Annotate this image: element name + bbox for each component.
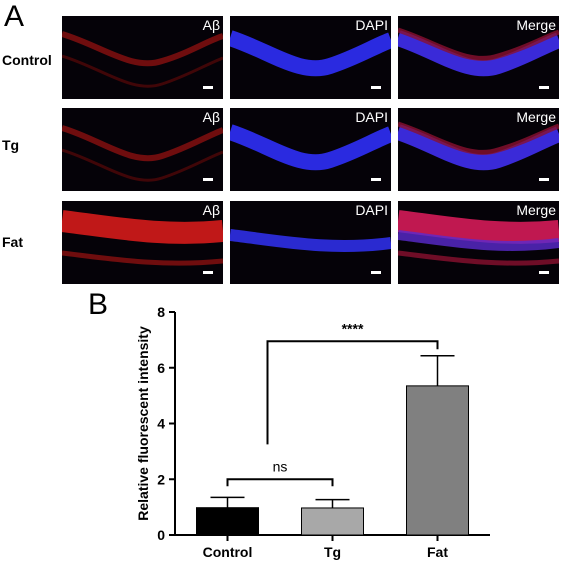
micrograph-tg-merge: Merge	[398, 108, 559, 191]
panel-b-letter: B	[88, 288, 109, 321]
y-tick-label: 0	[157, 527, 165, 543]
micrograph-control-merge: Merge	[398, 16, 559, 99]
y-tick-label: 6	[157, 360, 165, 376]
channel-label-dapi: DAPI	[355, 202, 388, 218]
channel-label-merge: Merge	[516, 202, 556, 218]
channel-label-merge: Merge	[516, 109, 556, 125]
channel-label-abeta: Aβ	[202, 109, 220, 125]
x-tick-label: Tg	[324, 544, 341, 560]
channel-label-dapi: DAPI	[355, 109, 388, 125]
bar-tg	[301, 507, 364, 536]
row-label-tg: Tg	[2, 137, 20, 153]
micrograph-fat-merge: Merge	[398, 201, 559, 284]
channel-label-merge: Merge	[516, 17, 556, 33]
x-tick-label: Fat	[427, 544, 448, 560]
y-axis-label: Relative fluorescent intensity	[135, 326, 151, 521]
micrograph-tg-abeta: Aβ	[62, 108, 223, 191]
y-tick-label: 4	[157, 416, 165, 432]
bar-fat	[406, 385, 469, 536]
scale-bar	[371, 178, 381, 181]
channel-label-dapi: DAPI	[355, 17, 388, 33]
row-label-fat: Fat	[2, 234, 23, 250]
bar-control	[196, 507, 259, 536]
channel-label-abeta: Aβ	[202, 202, 220, 218]
y-tick-label: 2	[157, 471, 165, 487]
significance-label-fat: ****	[342, 320, 364, 336]
scale-bar	[203, 178, 213, 181]
scale-bar	[539, 271, 549, 274]
scale-bar	[371, 86, 381, 89]
panel-a-letter: A	[4, 0, 25, 33]
scale-bar	[203, 86, 213, 89]
scale-bar	[539, 86, 549, 89]
significance-bracket-ns	[226, 478, 334, 487]
micrograph-fat-dapi: DAPI	[230, 201, 391, 284]
row-label-control: Control	[2, 52, 52, 68]
micrograph-tg-dapi: DAPI	[230, 108, 391, 191]
scale-bar	[203, 271, 213, 274]
micrograph-control-dapi: DAPI	[230, 16, 391, 99]
channel-label-abeta: Aβ	[202, 17, 220, 33]
scale-bar	[539, 178, 549, 181]
y-tick-label: 8	[157, 304, 165, 320]
scale-bar	[371, 271, 381, 274]
significance-bracket-fat	[266, 340, 439, 445]
micrograph-control-abeta: Aβ	[62, 16, 223, 99]
micrograph-fat-abeta: Aβ	[62, 201, 223, 284]
x-tick-label: Control	[203, 544, 253, 560]
significance-label-ns: ns	[273, 458, 288, 474]
